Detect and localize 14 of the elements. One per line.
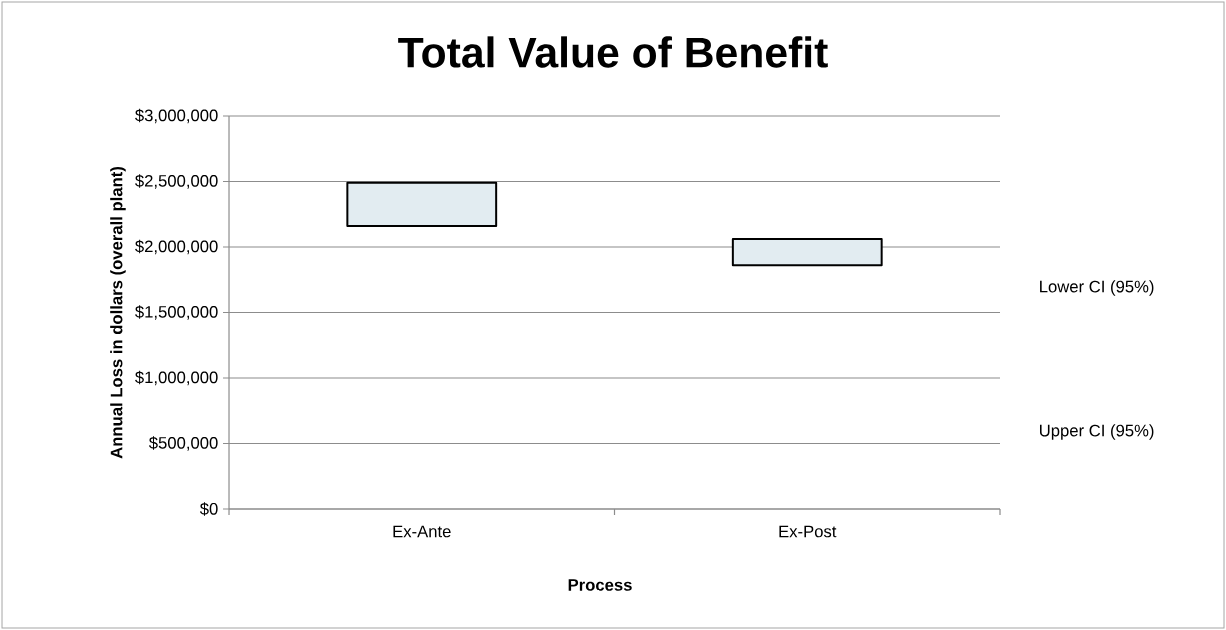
text: Lower CI (95%) [1040, 280, 1154, 296]
x-tick-label: Ex-Post [779, 525, 837, 538]
y-axis-title: Annual Loss in dollars (overall plant) [110, 166, 126, 459]
y-tick-label: $2,500,000 [135, 174, 218, 189]
y-tick-label: $3,000,000 [135, 108, 218, 124]
y-tick-label: $1,500,000 [135, 305, 218, 320]
text: Upper CI (95%) [1040, 424, 1154, 440]
y-tick-label: $2,000,000 [135, 239, 218, 255]
chart-title: Total Value of Benefit [398, 36, 828, 68]
y-tick-label: $0 [199, 502, 218, 516]
x-axis-title: Process [568, 579, 632, 591]
x-tick-label: Ex-Ante [393, 525, 451, 538]
y-tick-label: $1,000,000 [135, 370, 218, 386]
y-tick-label: $500,000 [148, 436, 218, 451]
